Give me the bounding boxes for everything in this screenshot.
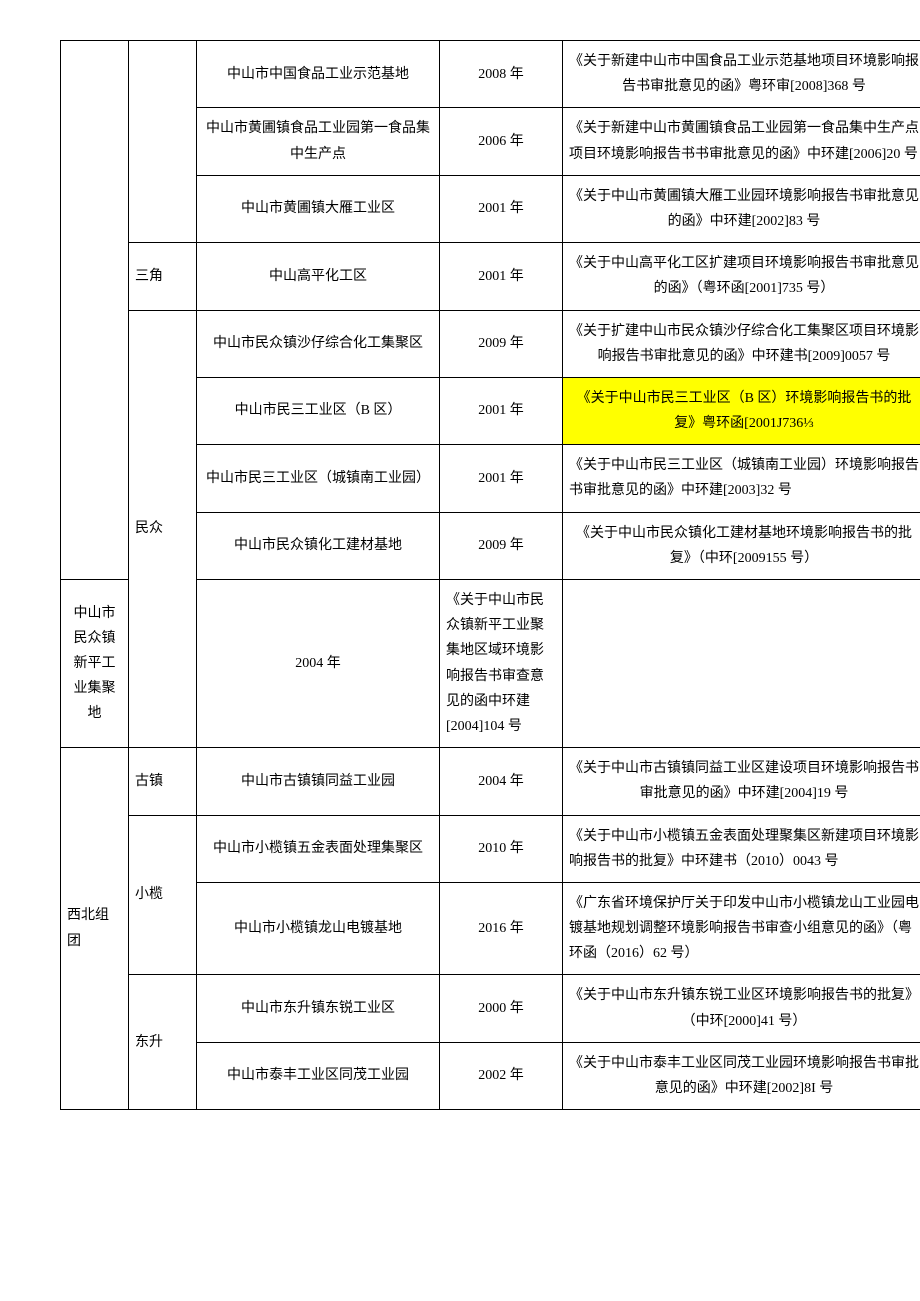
town-cell: 三角 bbox=[129, 243, 197, 310]
park-name-cell: 中山市小榄镇五金表面处理集聚区 bbox=[197, 815, 440, 882]
town-cell: 东升 bbox=[129, 975, 197, 1110]
town-cell: 古镇 bbox=[129, 748, 197, 815]
document-cell: 《广东省环境保护厅关于印发中山市小榄镇龙山工业园电镀基地规划调整环境影响报告书审… bbox=[563, 882, 920, 975]
year-cell: 2001 年 bbox=[440, 377, 563, 444]
park-name-cell: 中山市民众镇沙仔综合化工集聚区 bbox=[197, 310, 440, 377]
document-cell: 《关于中山市泰丰工业区同茂工业园环境影响报告书审批意见的函》中环建[2002]8… bbox=[563, 1042, 920, 1109]
park-name-cell: 中山市民众镇化工建材基地 bbox=[197, 512, 440, 579]
table-row: 三角中山高平化工区2001 年《关于中山高平化工区扩建项目环境影响报告书审批意见… bbox=[61, 243, 920, 310]
group-cell bbox=[61, 41, 129, 580]
table-row: 民众中山市民众镇沙仔综合化工集聚区2009 年《关于扩建中山市民众镇沙仔综合化工… bbox=[61, 310, 920, 377]
document-cell: 《关于中山市民众镇新平工业聚集地区域环境影响报告书审查意见的函中环建[2004]… bbox=[440, 580, 563, 748]
year-cell: 2016 年 bbox=[440, 882, 563, 975]
table-row: 东升中山市东升镇东锐工业区2000 年《关于中山市东升镇东锐工业区环境影响报告书… bbox=[61, 975, 920, 1042]
year-cell: 2004 年 bbox=[197, 580, 440, 748]
town-cell: 民众 bbox=[129, 310, 197, 748]
year-cell: 2001 年 bbox=[440, 243, 563, 310]
document-cell: 《关于中山市民众镇化工建材基地环境影响报告书的批复》（中环[2009155 号） bbox=[563, 512, 920, 579]
town-cell: 小榄 bbox=[129, 815, 197, 975]
park-name-cell: 中山市民三工业区（城镇南工业园） bbox=[197, 445, 440, 512]
document-cell: 《关于中山市黄圃镇大雁工业园环境影响报告书审批意见的函》中环建[2002]83 … bbox=[563, 175, 920, 242]
park-name-cell: 中山市小榄镇龙山电镀基地 bbox=[197, 882, 440, 975]
park-name-cell: 中山市黄圃镇食品工业园第一食品集中生产点 bbox=[197, 108, 440, 175]
document-cell: 《关于中山市民三工业区（B 区）环境影响报告书的批复》粤环函[2001J736⅓ bbox=[563, 377, 920, 444]
park-name-cell: 中山市古镇镇同益工业园 bbox=[197, 748, 440, 815]
year-cell: 2001 年 bbox=[440, 445, 563, 512]
park-name-cell: 中山市泰丰工业区同茂工业园 bbox=[197, 1042, 440, 1109]
document-cell: 《关于中山市东升镇东锐工业区环境影响报告书的批复》（中环[2000]41 号） bbox=[563, 975, 920, 1042]
year-cell: 2001 年 bbox=[440, 175, 563, 242]
park-name-cell: 中山市黄圃镇大雁工业区 bbox=[197, 175, 440, 242]
document-cell: 《关于中山市古镇镇同益工业区建设项目环境影响报告书审批意见的函》中环建[2004… bbox=[563, 748, 920, 815]
year-cell: 2009 年 bbox=[440, 512, 563, 579]
year-cell: 2010 年 bbox=[440, 815, 563, 882]
year-cell: 2000 年 bbox=[440, 975, 563, 1042]
park-name-cell: 中山市东升镇东锐工业区 bbox=[197, 975, 440, 1042]
park-name-cell: 中山高平化工区 bbox=[197, 243, 440, 310]
town-cell bbox=[129, 41, 197, 243]
year-cell: 2009 年 bbox=[440, 310, 563, 377]
document-cell: 《关于扩建中山市民众镇沙仔综合化工集聚区项目环境影响报告书审批意见的函》中环建书… bbox=[563, 310, 920, 377]
group-cell: 西北组团 bbox=[61, 748, 129, 1110]
document-cell: 《关于中山高平化工区扩建项目环境影响报告书审批意见的函》（粤环函[2001]73… bbox=[563, 243, 920, 310]
year-cell: 2002 年 bbox=[440, 1042, 563, 1109]
park-name-cell: 中山市中国食品工业示范基地 bbox=[197, 41, 440, 108]
table-row: 小榄中山市小榄镇五金表面处理集聚区2010 年《关于中山市小榄镇五金表面处理聚集… bbox=[61, 815, 920, 882]
park-name-cell: 中山市民众镇新平工业集聚地 bbox=[61, 580, 129, 748]
year-cell: 2008 年 bbox=[440, 41, 563, 108]
table-row: 西北组团古镇中山市古镇镇同益工业园2004 年《关于中山市古镇镇同益工业区建设项… bbox=[61, 748, 920, 815]
document-cell: 《关于中山市小榄镇五金表面处理聚集区新建项目环境影响报告书的批复》中环建书（20… bbox=[563, 815, 920, 882]
year-cell: 2006 年 bbox=[440, 108, 563, 175]
document-cell: 《关于新建中山市黄圃镇食品工业园第一食品集中生产点项目环境影响报告书书审批意见的… bbox=[563, 108, 920, 175]
document-cell: 《关于中山市民三工业区（城镇南工业园）环境影响报告书审批意见的函》中环建[200… bbox=[563, 445, 920, 512]
table-row: 中山市中国食品工业示范基地2008 年《关于新建中山市中国食品工业示范基地项目环… bbox=[61, 41, 920, 108]
park-name-cell: 中山市民三工业区（B 区） bbox=[197, 377, 440, 444]
industrial-parks-table: 中山市中国食品工业示范基地2008 年《关于新建中山市中国食品工业示范基地项目环… bbox=[60, 40, 920, 1110]
document-cell: 《关于新建中山市中国食品工业示范基地项目环境影响报告书审批意见的函》粤环审[20… bbox=[563, 41, 920, 108]
year-cell: 2004 年 bbox=[440, 748, 563, 815]
